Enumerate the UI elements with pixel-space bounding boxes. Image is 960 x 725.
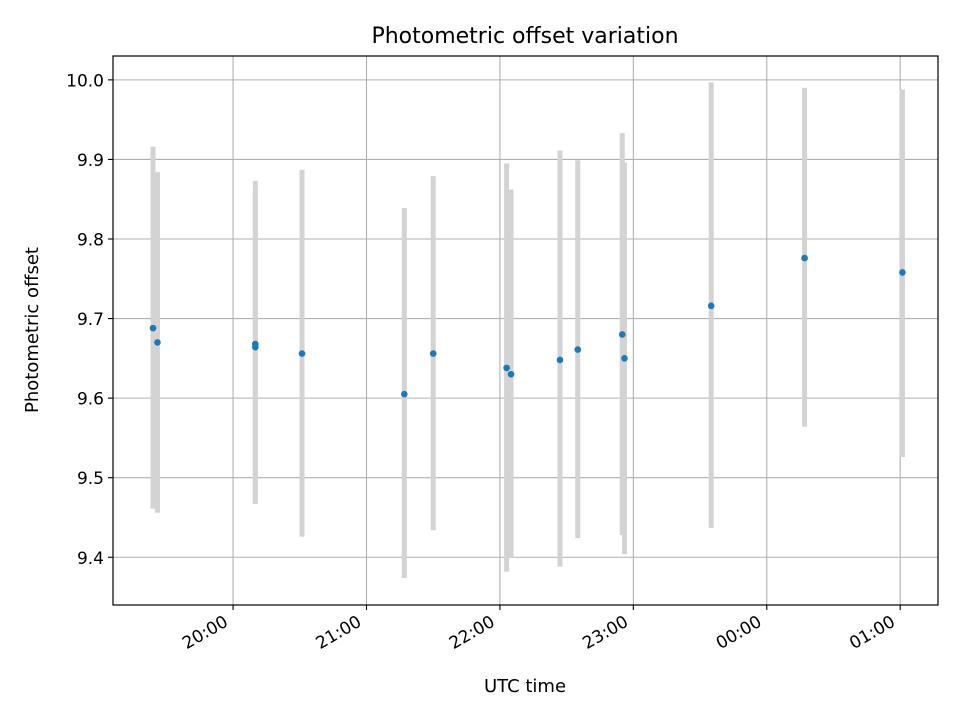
- y-tick-label: 9.5: [77, 469, 104, 489]
- x-axis-label: UTC time: [484, 676, 566, 697]
- data-point: [556, 356, 564, 364]
- data-point: [507, 370, 515, 378]
- point-layer: [149, 254, 906, 398]
- y-tick-label: 9.4: [77, 549, 104, 569]
- y-axis-label: Photometric offset: [22, 247, 43, 413]
- data-point: [707, 302, 715, 310]
- y-tick-label: 10.0: [66, 71, 104, 91]
- data-point: [899, 269, 906, 276]
- data-point: [298, 350, 306, 357]
- y-tick-label: 9.7: [77, 310, 104, 330]
- data-point: [618, 331, 626, 338]
- data-point: [149, 324, 157, 332]
- data-point: [429, 350, 437, 357]
- data-point: [154, 339, 161, 346]
- data-point: [621, 355, 628, 362]
- y-tick-label: 9.9: [77, 151, 104, 171]
- plot-frame: [112, 55, 939, 606]
- chart-title: Photometric offset variation: [371, 24, 678, 49]
- y-tick-label: 9.6: [77, 390, 104, 410]
- data-point: [801, 254, 808, 262]
- data-point: [401, 390, 408, 398]
- data-point: [503, 364, 510, 372]
- data-point: [252, 343, 259, 351]
- data-point: [574, 346, 582, 353]
- y-tick-label: 9.8: [77, 231, 104, 251]
